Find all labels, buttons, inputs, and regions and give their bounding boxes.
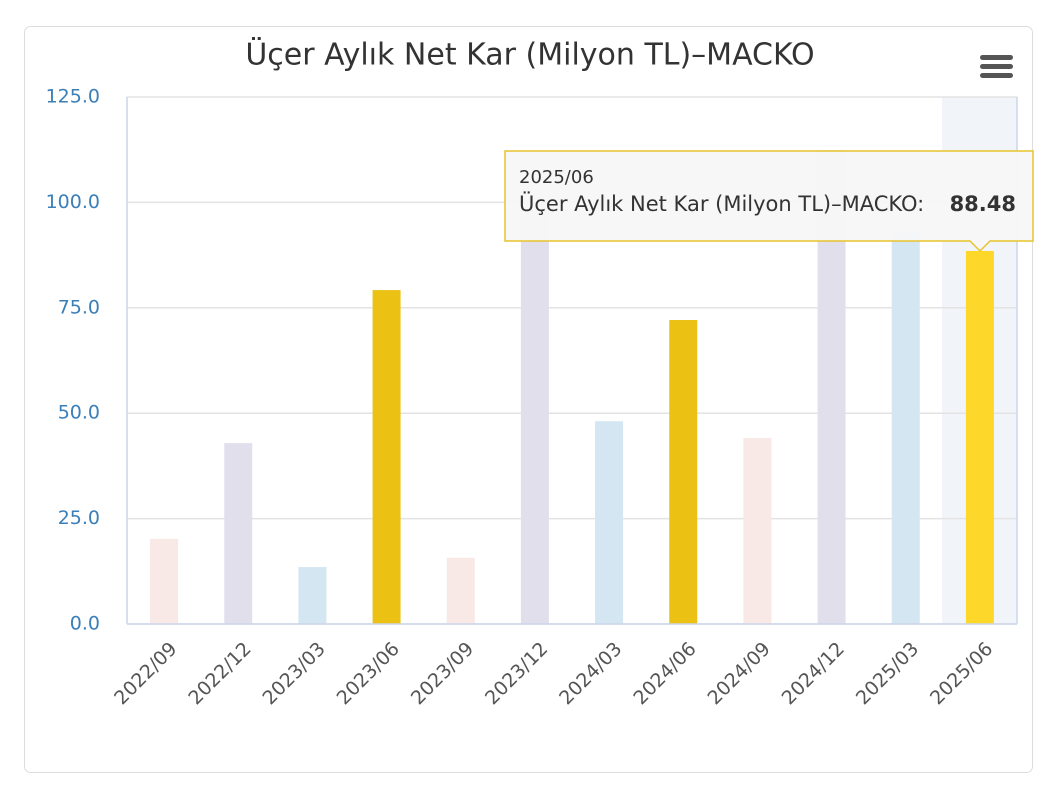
bar	[298, 567, 327, 624]
y-tick-label: 75.0	[58, 296, 100, 318]
tooltip: 2025/06 Üçer Aylık Net Kar (Milyon TL)–M…	[504, 150, 1034, 253]
y-tick-label: 25.0	[58, 507, 100, 529]
y-tick-label: 0.0	[70, 613, 100, 635]
menu-line[interactable]	[980, 64, 1013, 69]
bar	[520, 210, 549, 624]
y-tick-label: 100.0	[46, 191, 100, 213]
tooltip-label: Üçer Aylık Net Kar (Milyon TL)–MACKO:	[519, 191, 924, 216]
menu-line[interactable]	[980, 73, 1013, 78]
bar	[150, 538, 179, 624]
tooltip-box	[504, 150, 1034, 253]
menu-button[interactable]	[980, 55, 1013, 78]
bar	[372, 290, 401, 624]
bar	[965, 250, 994, 624]
bar	[446, 557, 475, 624]
y-tick-label: 50.0	[58, 402, 100, 424]
y-tick-label: 125.0	[46, 86, 100, 108]
tooltip-value: 88.48	[950, 192, 1016, 216]
menu-line[interactable]	[980, 55, 1013, 60]
chart-title: Üçer Aylık Net Kar (Milyon TL)–MACKO	[245, 37, 814, 73]
bar	[224, 443, 253, 624]
bar	[743, 438, 772, 624]
bar	[669, 320, 698, 624]
tooltip-header: 2025/06	[519, 167, 594, 188]
bar	[891, 231, 920, 625]
bar	[595, 421, 624, 624]
